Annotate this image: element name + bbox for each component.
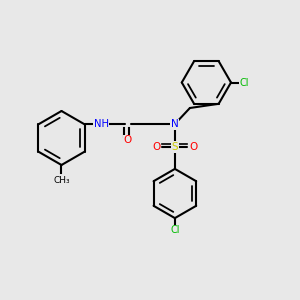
Text: O: O	[189, 142, 198, 152]
Text: O: O	[152, 142, 160, 152]
Text: NH: NH	[94, 119, 109, 130]
Text: O: O	[124, 135, 132, 145]
Text: Cl: Cl	[240, 77, 249, 88]
Text: CH₃: CH₃	[53, 176, 70, 185]
Text: S: S	[172, 142, 178, 152]
Text: N: N	[171, 119, 179, 130]
Text: Cl: Cl	[170, 225, 180, 235]
